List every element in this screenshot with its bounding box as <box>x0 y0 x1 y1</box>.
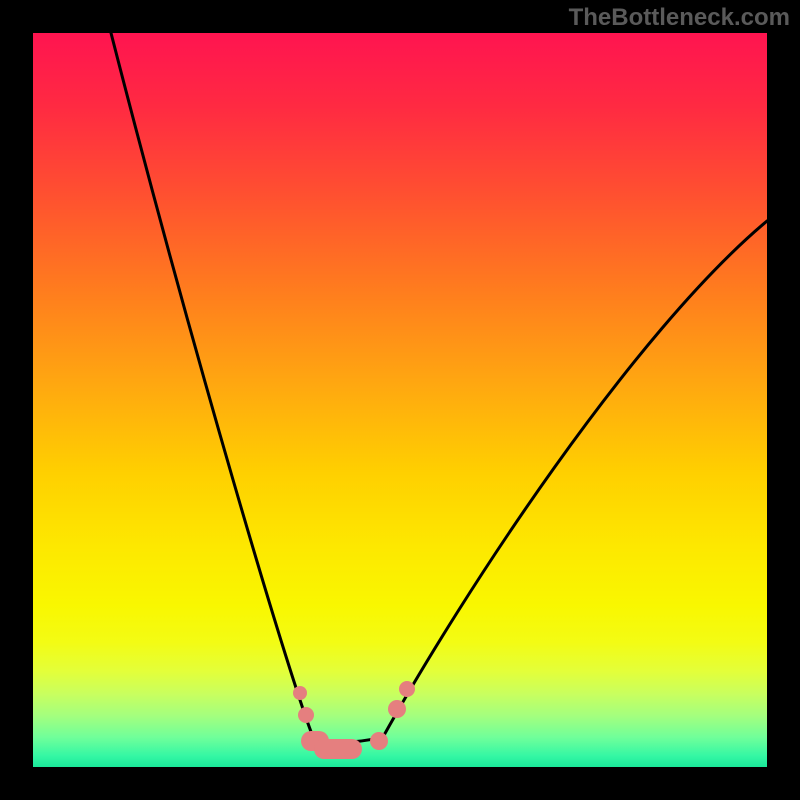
marker-dot <box>399 681 415 697</box>
marker-dot <box>298 707 314 723</box>
plot-background <box>33 33 767 767</box>
marker-dot <box>293 686 307 700</box>
marker-dot <box>388 700 406 718</box>
marker-dot <box>370 732 388 750</box>
chart-container: TheBottleneck.com <box>0 0 800 800</box>
marker-pill <box>314 739 362 759</box>
plot-svg <box>33 33 767 767</box>
plot-area <box>33 33 767 767</box>
watermark-text: TheBottleneck.com <box>569 4 790 32</box>
